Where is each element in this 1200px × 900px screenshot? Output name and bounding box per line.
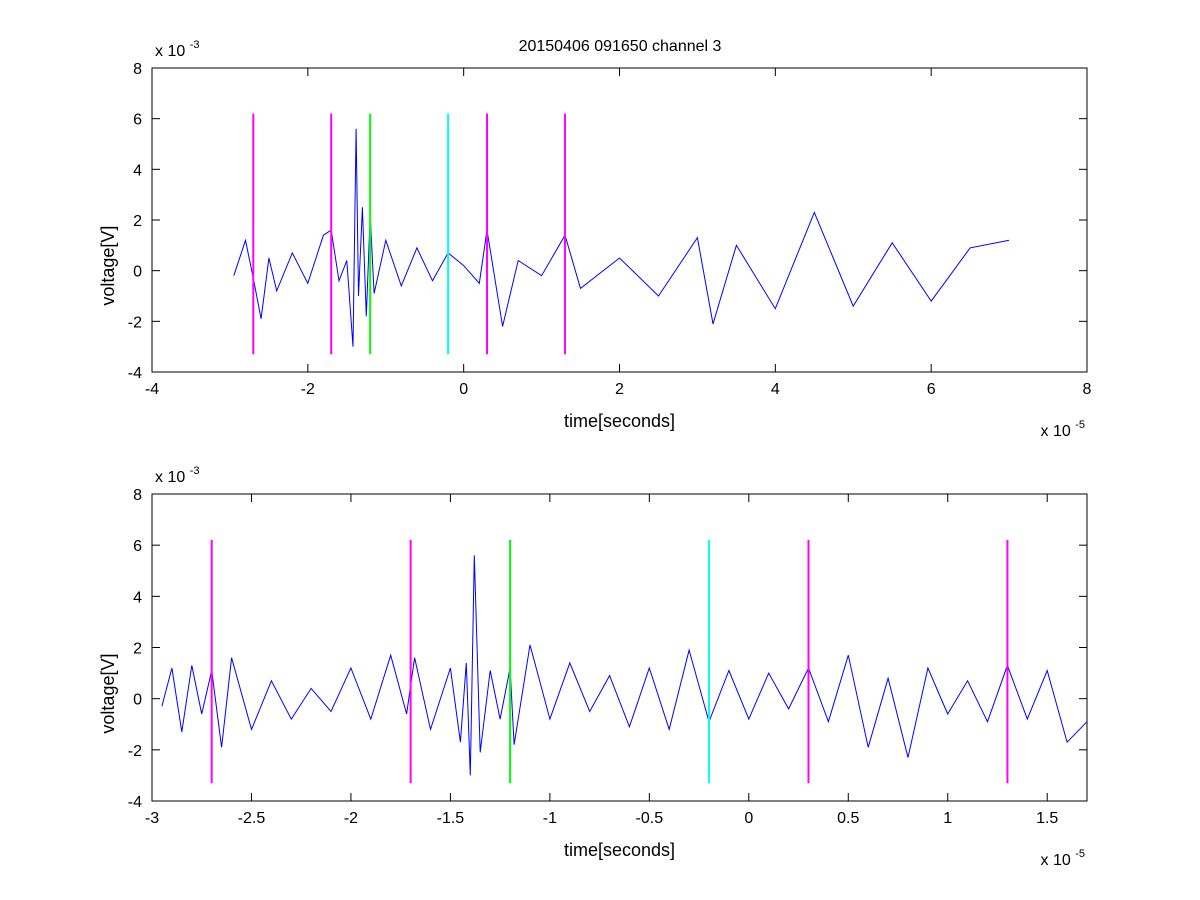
- y-tick-label: 4: [133, 589, 142, 606]
- y-axis-label: voltage[V]: [98, 226, 118, 306]
- x-exponent-power: -5: [1075, 848, 1085, 860]
- figure-title: 20150406 091650 channel 3: [519, 38, 722, 55]
- x-exponent-power: -5: [1075, 419, 1085, 431]
- y-tick-label: 4: [133, 162, 142, 179]
- x-tick-label: 0.5: [837, 810, 859, 827]
- x-tick-label: 6: [927, 381, 936, 398]
- x-exponent-base: x 10: [1041, 423, 1076, 440]
- x-tick-label: 4: [771, 381, 780, 398]
- x-tick-label: -3: [145, 810, 159, 827]
- y-exponent-power: -3: [190, 39, 200, 51]
- x-tick-label: 0: [744, 810, 753, 827]
- x-tick-label: 1.5: [1036, 810, 1058, 827]
- x-tick-label: -1.5: [437, 810, 465, 827]
- data-series-line: [161, 555, 1088, 776]
- x-tick-label: -2.5: [238, 810, 266, 827]
- y-tick-label: -2: [128, 314, 142, 331]
- y-exponent-power: -3: [190, 465, 200, 477]
- y-tick-label: 0: [133, 264, 142, 281]
- y-tick-label: -4: [128, 794, 142, 811]
- x-tick-label: -4: [145, 381, 159, 398]
- x-tick-label: 8: [1083, 381, 1092, 398]
- y-tick-label: -2: [128, 743, 142, 760]
- x-tick-label: -2: [344, 810, 358, 827]
- y-tick-label: 6: [133, 112, 142, 129]
- y-axis-label: voltage[V]: [98, 654, 118, 734]
- y-exponent-base: x 10: [155, 43, 190, 60]
- x-axis-exponent: x 10 -5: [1041, 848, 1085, 869]
- y-tick-label: 8: [133, 487, 142, 504]
- x-tick-label: 0: [459, 381, 468, 398]
- data-series-line: [233, 128, 1010, 347]
- y-tick-label: 2: [133, 213, 142, 230]
- y-tick-label: 6: [133, 538, 142, 555]
- x-exponent-base: x 10: [1041, 852, 1076, 869]
- x-tick-label: -1: [543, 810, 557, 827]
- y-tick-label: -4: [128, 365, 142, 382]
- y-exponent-base: x 10: [155, 469, 190, 486]
- x-tick-label: -2: [301, 381, 315, 398]
- y-axis-exponent: x 10 -3: [155, 465, 199, 486]
- x-tick-label: 2: [615, 381, 624, 398]
- x-tick-label: -0.5: [636, 810, 664, 827]
- y-axis-exponent: x 10 -3: [155, 39, 199, 60]
- top-axes: -4 -2 0 2 4 6 8 -4 -2 0 2 4 6 8 time[seconds] voltage[V…: [98, 39, 1092, 440]
- x-axis-label: time[seconds]: [564, 840, 675, 860]
- y-tick-label: 0: [133, 692, 142, 709]
- y-tick-label: 2: [133, 641, 142, 658]
- x-axis-exponent: x 10 -5: [1041, 419, 1085, 440]
- y-tick-label: 8: [133, 61, 142, 78]
- bottom-axes: -3 -2.5 -2 -1.5 -1 -0.5 0 0.5 1 1.5 -4 -2 0 2 4 6 8 time[…: [98, 465, 1088, 869]
- x-tick-label: 1: [943, 810, 952, 827]
- x-axis-label: time[seconds]: [564, 411, 675, 431]
